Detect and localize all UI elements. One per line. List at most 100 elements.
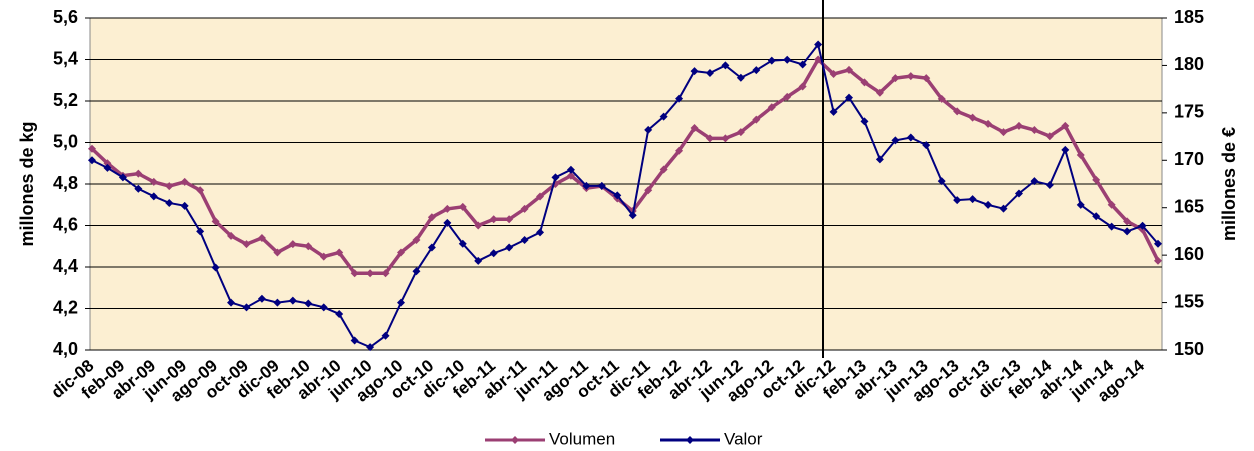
point bbox=[149, 177, 158, 186]
point bbox=[721, 134, 730, 143]
y-axis-label: millones de kg bbox=[17, 121, 37, 246]
point bbox=[227, 231, 236, 240]
point bbox=[273, 298, 282, 307]
point bbox=[906, 72, 915, 81]
point bbox=[613, 191, 622, 200]
point bbox=[304, 299, 313, 308]
point bbox=[134, 184, 143, 193]
point bbox=[165, 198, 174, 207]
point bbox=[366, 343, 375, 352]
point bbox=[860, 78, 869, 87]
point bbox=[845, 93, 854, 102]
point bbox=[1076, 200, 1085, 209]
point bbox=[149, 192, 158, 201]
point bbox=[752, 66, 761, 75]
point bbox=[767, 56, 776, 65]
point bbox=[783, 55, 792, 64]
point bbox=[1123, 227, 1132, 236]
point bbox=[443, 218, 452, 227]
point bbox=[690, 67, 699, 76]
point bbox=[443, 204, 452, 213]
point bbox=[1030, 126, 1039, 135]
point bbox=[1030, 177, 1039, 186]
point bbox=[335, 309, 344, 318]
point bbox=[412, 236, 421, 245]
point bbox=[736, 73, 745, 82]
point bbox=[304, 242, 313, 251]
point bbox=[937, 94, 946, 103]
point bbox=[1061, 121, 1070, 130]
point bbox=[196, 227, 205, 236]
point bbox=[1154, 239, 1162, 248]
y2-tick-label: 170 bbox=[1174, 149, 1204, 169]
point bbox=[211, 263, 220, 272]
point bbox=[860, 117, 869, 126]
point bbox=[505, 243, 514, 252]
y2-tick-label: 185 bbox=[1174, 7, 1204, 27]
point bbox=[489, 215, 498, 224]
point bbox=[88, 144, 96, 153]
point bbox=[659, 165, 668, 174]
point bbox=[227, 298, 236, 307]
point bbox=[211, 217, 220, 226]
point bbox=[968, 113, 977, 122]
point bbox=[999, 204, 1008, 213]
point bbox=[644, 125, 653, 134]
legend-label: Valor bbox=[724, 429, 763, 448]
y-tick-label: 4,0 bbox=[53, 339, 78, 359]
point bbox=[474, 221, 483, 230]
y-tick-label: 4,8 bbox=[53, 173, 78, 193]
point bbox=[814, 40, 823, 49]
y-tick-label: 5,6 bbox=[53, 7, 78, 27]
point bbox=[922, 141, 931, 150]
point bbox=[736, 128, 745, 137]
point bbox=[1092, 175, 1101, 184]
point bbox=[335, 248, 344, 257]
point bbox=[705, 69, 714, 78]
point bbox=[350, 269, 359, 278]
point bbox=[257, 233, 266, 242]
point bbox=[551, 173, 560, 182]
point bbox=[875, 155, 884, 164]
point bbox=[427, 213, 436, 222]
y2-tick-label: 165 bbox=[1174, 196, 1204, 216]
point bbox=[968, 195, 977, 204]
point bbox=[891, 74, 900, 83]
point bbox=[705, 134, 714, 143]
point bbox=[906, 133, 915, 142]
point bbox=[458, 239, 467, 248]
point bbox=[180, 177, 189, 186]
point bbox=[875, 88, 884, 97]
point bbox=[520, 204, 529, 213]
legend-marker bbox=[686, 436, 694, 444]
point bbox=[1138, 221, 1147, 230]
y-tick-label: 5,2 bbox=[53, 90, 78, 110]
point bbox=[242, 303, 251, 312]
point bbox=[984, 200, 993, 209]
point bbox=[288, 240, 297, 249]
y2-tick-label: 150 bbox=[1174, 339, 1204, 359]
point bbox=[829, 70, 838, 79]
point bbox=[922, 74, 931, 83]
point bbox=[984, 119, 993, 128]
point bbox=[628, 211, 637, 220]
point bbox=[1014, 189, 1023, 198]
point bbox=[474, 256, 483, 265]
point bbox=[242, 240, 251, 249]
point bbox=[1045, 132, 1054, 141]
point bbox=[180, 201, 189, 210]
point bbox=[103, 159, 112, 168]
point bbox=[88, 156, 96, 165]
point bbox=[566, 165, 575, 174]
y-tick-label: 5,4 bbox=[53, 48, 78, 68]
point bbox=[566, 171, 575, 180]
point bbox=[1123, 217, 1132, 226]
y-tick-label: 4,2 bbox=[53, 297, 78, 317]
point bbox=[644, 186, 653, 195]
y2-tick-label: 160 bbox=[1174, 244, 1204, 264]
y-tick-label: 5,0 bbox=[53, 131, 78, 151]
point bbox=[118, 173, 127, 182]
point bbox=[1076, 150, 1085, 159]
